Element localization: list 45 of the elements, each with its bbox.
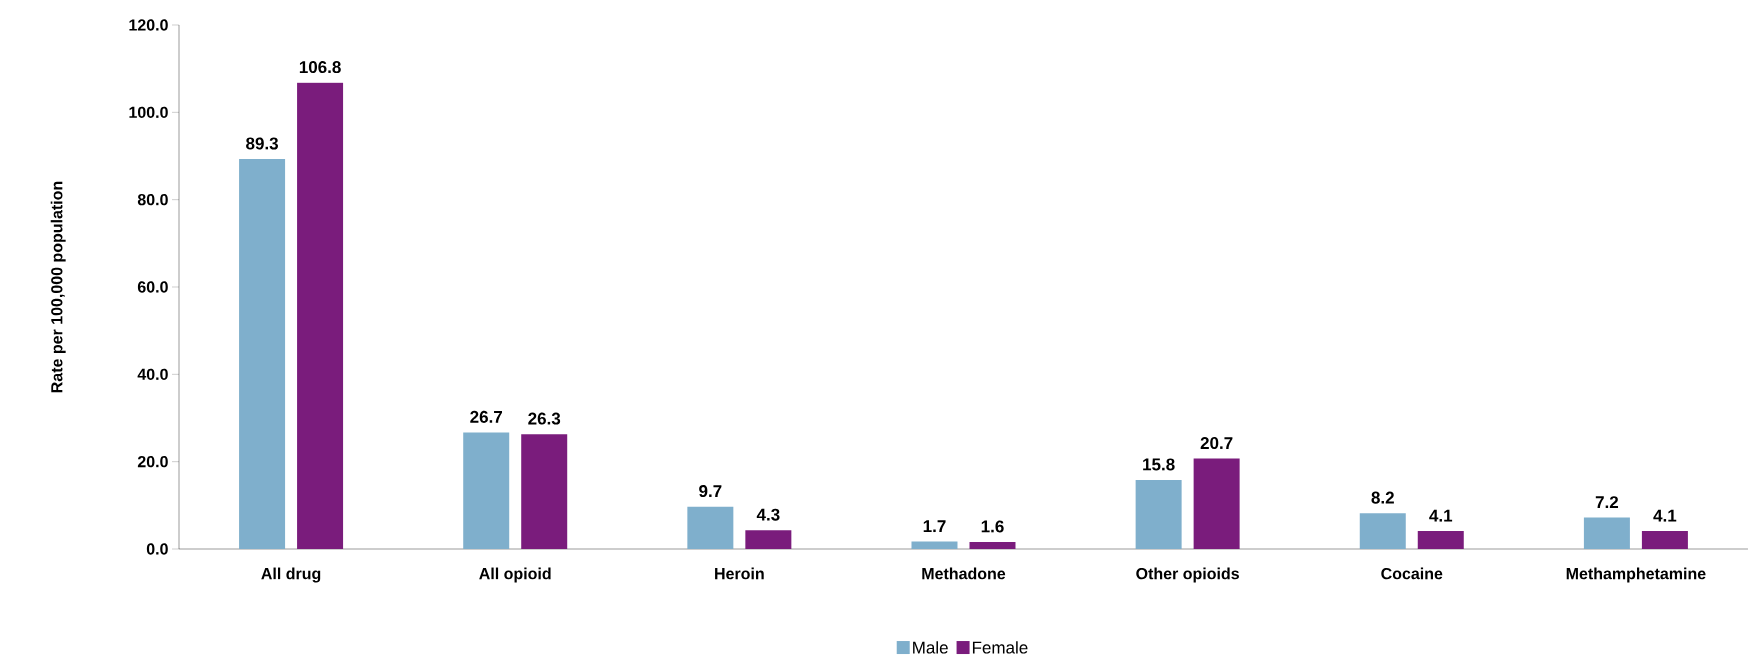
bar <box>1641 531 1688 549</box>
bar <box>297 82 344 549</box>
data-label: 8.2 <box>1371 491 1394 504</box>
x-tick-label: Other opioids <box>1136 567 1239 583</box>
data-label: 9.7 <box>699 485 722 498</box>
data-label: 4.1 <box>1653 509 1677 522</box>
bar <box>1417 531 1464 549</box>
y-axis-title: Rate per 100,000 population <box>50 181 66 393</box>
data-label: 89.3 <box>246 137 279 150</box>
y-tick-label: 20.0 <box>137 456 168 468</box>
data-label: 26.7 <box>470 410 502 423</box>
bar <box>1583 517 1630 549</box>
data-label: 26.3 <box>528 412 561 425</box>
y-tick-label: 40.0 <box>137 368 168 380</box>
bar <box>239 159 286 549</box>
y-tick-label: 100.0 <box>129 106 168 118</box>
x-tick-label: Heroin <box>715 567 764 580</box>
bar <box>463 432 510 549</box>
data-label: 4.3 <box>756 508 780 521</box>
bar <box>911 541 958 549</box>
data-label: 20.7 <box>1200 437 1233 450</box>
x-tick-label: Methadone <box>922 567 1006 580</box>
bar <box>1135 480 1182 549</box>
x-tick-label: Methamphetamine <box>1566 567 1706 583</box>
legend-label: Female <box>972 641 1028 654</box>
y-tick-label: 80.0 <box>137 194 168 206</box>
x-tick-label: All opioid <box>479 567 551 583</box>
data-label: 106.8 <box>299 61 341 74</box>
bar <box>1359 513 1406 549</box>
legend-label: Male <box>913 641 948 654</box>
data-label: 1.6 <box>981 520 1004 533</box>
bar <box>745 530 792 549</box>
bar <box>969 542 1016 549</box>
bar <box>1193 458 1240 549</box>
y-tick-label: 0.0 <box>146 543 168 555</box>
data-label: 15.8 <box>1143 458 1175 471</box>
data-label: 7.2 <box>1595 496 1619 509</box>
data-label: 1.7 <box>923 520 946 533</box>
data-label: 4.1 <box>1429 509 1453 522</box>
y-tick-label: 120.0 <box>129 19 168 31</box>
x-tick-label: All drug <box>261 567 321 583</box>
bar <box>687 506 734 549</box>
bar <box>521 434 568 549</box>
y-tick-label: 60.0 <box>137 281 168 293</box>
x-tick-label: Cocaine <box>1381 567 1443 580</box>
